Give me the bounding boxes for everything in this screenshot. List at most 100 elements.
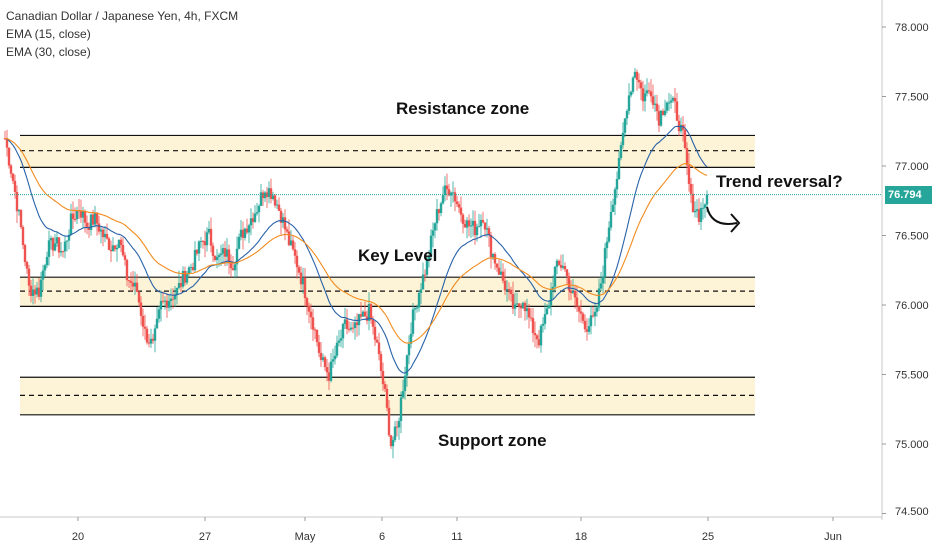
candle-body [473,220,477,236]
y-tick-label: 75.000 [895,439,929,451]
candle-body [567,276,571,291]
candle-body [383,384,387,389]
candle-body [499,271,503,275]
candle-body [243,228,247,238]
candle-body [409,333,413,344]
candle-body [331,359,335,362]
candle-body [633,71,637,78]
candle-body [27,268,31,286]
candle-body [277,204,281,211]
candle-body [165,300,169,308]
candle-body [447,189,451,196]
zones-layer [20,134,755,416]
candle-body [149,338,153,344]
candle-body [519,306,523,309]
y-tick-label: 78.000 [895,22,929,34]
candle-body [539,325,543,346]
candle-body [479,219,483,227]
candle-body [405,355,409,376]
candle-body [115,247,119,250]
candle-body [283,217,287,230]
y-tick-label: 77.000 [895,161,929,173]
candle-body [263,192,267,199]
candle-body [645,90,649,94]
candle-body [641,88,645,102]
candle-body [289,240,293,246]
candle-body [7,147,11,166]
candle-body [61,251,65,253]
candle-body [477,226,481,228]
candle-body [255,212,259,214]
candle-body [493,253,497,264]
candle-body [361,311,365,317]
candle-body [623,118,627,133]
candle-body [465,220,469,228]
candle-body [39,279,43,297]
candle-body [301,277,305,285]
candles-layer [3,67,709,459]
x-tick-label: 11 [451,531,462,543]
candle-body [37,287,41,297]
candle-body [671,97,675,101]
candle-body [261,192,265,199]
y-tick-label: 75.500 [895,370,929,382]
candle-body [5,138,9,148]
candle-body [523,302,527,312]
candle-body [573,290,577,298]
candle-body [583,320,587,330]
candle-body [83,211,87,223]
candle-body [541,323,545,326]
candle-body [351,327,355,329]
candle-body [135,282,139,292]
candle-body [265,192,269,197]
candle-body [407,343,411,356]
candle-body [587,326,591,332]
candle-body [247,225,251,233]
candle-body [679,124,683,132]
reversal-arrow [706,206,741,233]
candle-body [241,229,245,238]
candle-body [515,303,519,305]
candle-body [113,245,117,250]
candle-body [337,340,341,343]
candle-body [143,326,147,329]
candle-body [427,256,431,260]
candle-body [51,238,55,251]
candle-body [191,267,195,271]
candle-body [293,249,297,256]
candle-body [21,227,25,245]
candle-body [655,103,659,112]
candle-body [501,271,505,281]
candle-body [101,229,105,238]
candle-body [417,292,421,308]
candle-body [619,145,623,159]
candle-body [545,308,549,315]
candle-body [347,328,351,330]
candle-body [597,288,601,308]
candle-body [233,264,237,271]
candle-body [693,210,697,213]
candle-body [343,319,347,324]
candle-body [365,316,369,321]
x-tick-label: Jun [824,531,842,543]
candle-body [53,243,57,251]
candle-body [497,267,501,275]
candle-body [121,244,125,256]
candle-body [527,308,531,318]
candle-body [537,339,541,346]
candle-body [413,308,417,310]
candle-body [225,249,229,257]
candle-body [349,327,353,330]
candle-body [93,212,97,225]
candle-body [195,249,199,254]
candle-body [345,319,349,329]
candle-body [421,274,425,290]
candle-body [363,311,367,317]
candle-body [463,223,467,228]
candle-body [387,407,391,436]
candle-body [659,110,663,126]
candle-body [251,218,255,222]
candle-body [175,287,179,295]
arrow-head-icon [730,213,741,233]
